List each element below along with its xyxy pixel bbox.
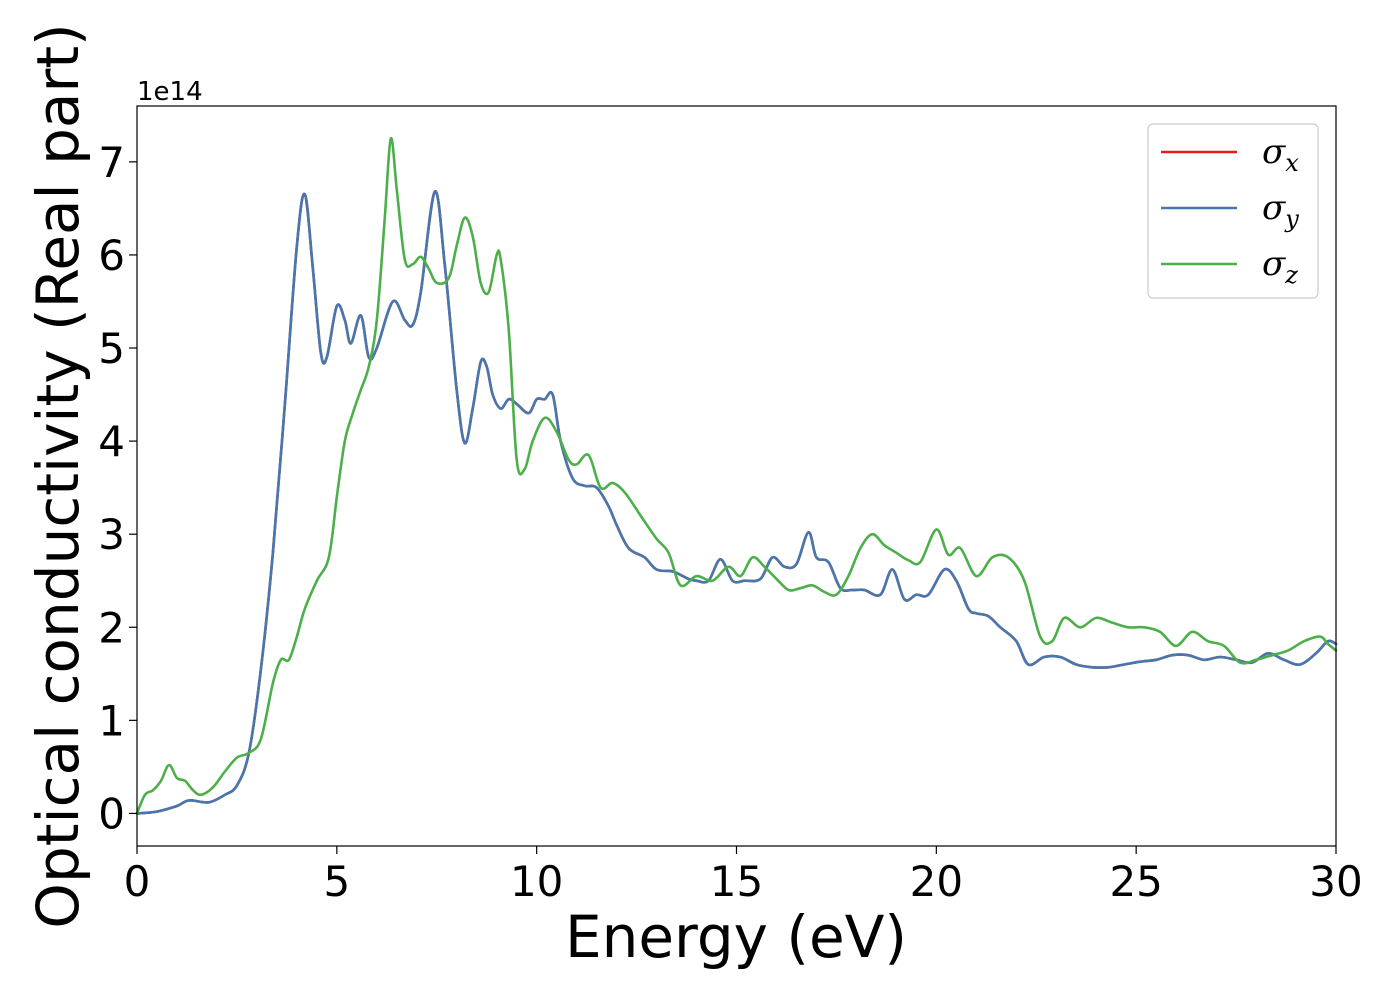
x-tick-label: 10 bbox=[510, 857, 563, 906]
series-line-z bbox=[135, 137, 1338, 815]
series-layer bbox=[135, 137, 1338, 815]
y-tick-label: 1 bbox=[98, 696, 125, 745]
x-tick-label: 15 bbox=[710, 857, 763, 906]
y-tick-label: 6 bbox=[98, 231, 125, 280]
y-tick-label: 3 bbox=[98, 510, 125, 559]
y-axis: 0 1 2 3 4 5 6 7 bbox=[98, 138, 137, 838]
plot-background bbox=[137, 106, 1336, 846]
y-axis-title: Optical conductivity (Real part) bbox=[24, 23, 92, 928]
y-tick-label: 4 bbox=[98, 417, 125, 466]
y-tick-label: 2 bbox=[98, 603, 125, 652]
x-tick-label: 20 bbox=[910, 857, 963, 906]
y-tick-label: 7 bbox=[98, 138, 125, 187]
legend-label-y: σy bbox=[1262, 188, 1299, 233]
y-offset-label: 1e14 bbox=[137, 77, 203, 107]
y-tick-label: 5 bbox=[98, 324, 125, 373]
x-axis: 0 5 10 15 20 25 30 bbox=[124, 846, 1363, 906]
x-tick-label: 25 bbox=[1109, 857, 1162, 906]
x-tick-label: 0 bbox=[124, 857, 151, 906]
x-tick-label: 30 bbox=[1309, 857, 1362, 906]
x-tick-label: 5 bbox=[323, 857, 350, 906]
legend-box bbox=[1147, 123, 1319, 299]
y-tick-label: 0 bbox=[98, 789, 125, 838]
x-axis-title: Energy (eV) bbox=[565, 903, 907, 971]
series-line-y bbox=[135, 190, 1338, 815]
